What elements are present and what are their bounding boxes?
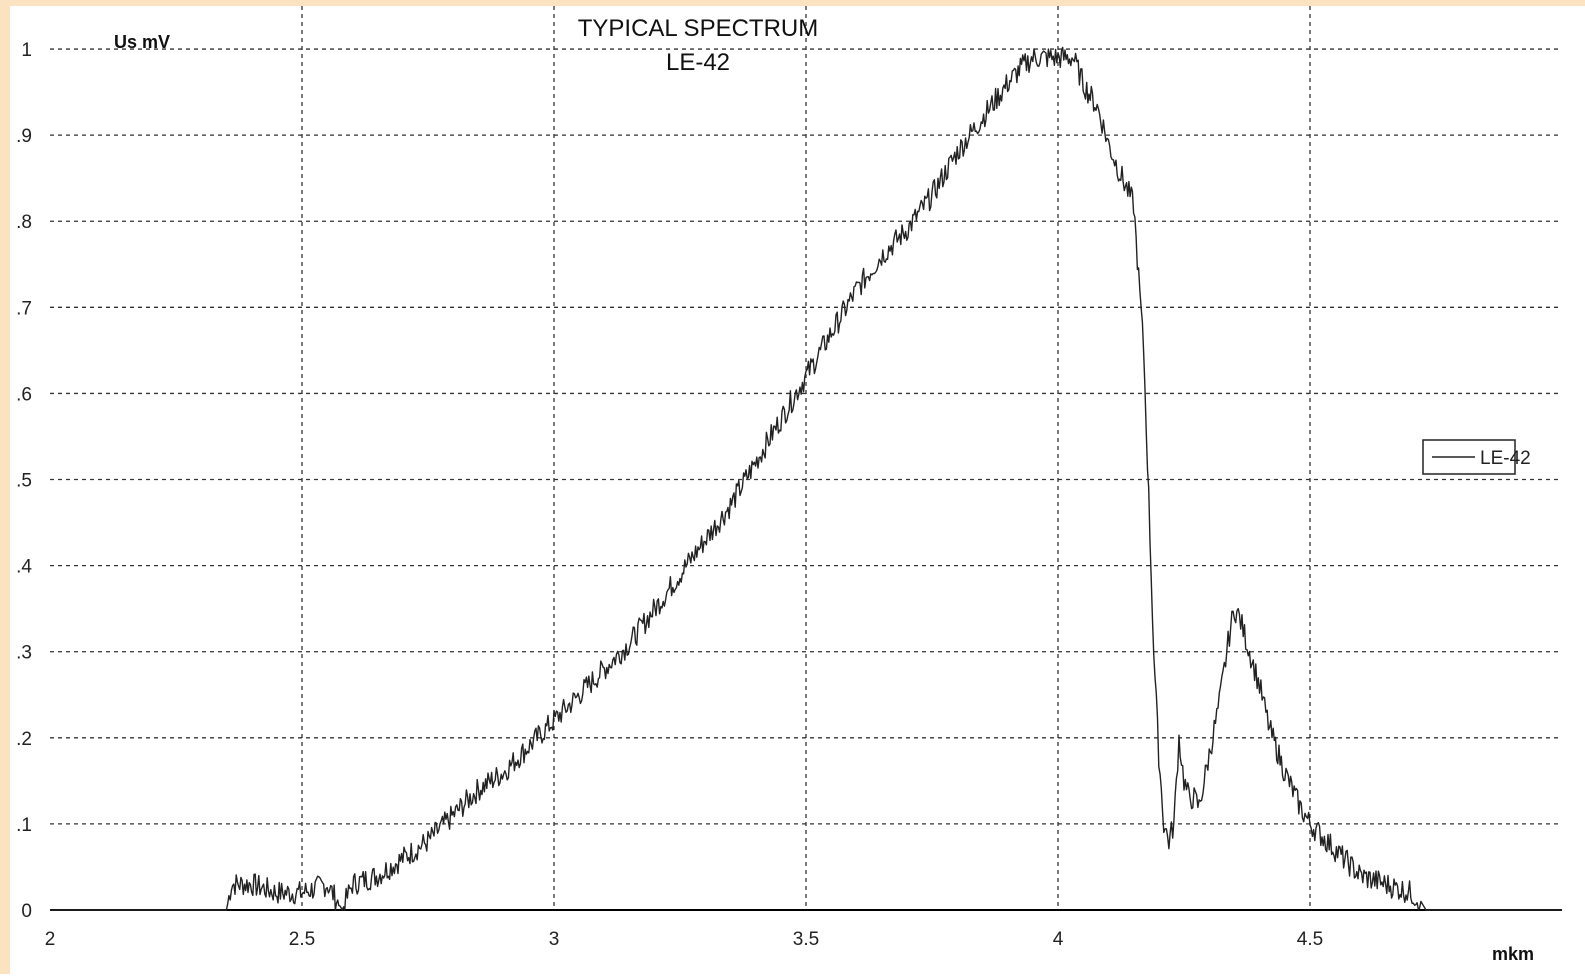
x-tick-label: 4 (1053, 929, 1064, 950)
y-tick-label: .1 (16, 815, 32, 836)
legend-label: LE-42 (1480, 448, 1531, 469)
x-axis-label: mkm (1492, 944, 1534, 964)
y-axis-label: Us mV (114, 32, 170, 52)
x-tick-label: 3.5 (793, 929, 819, 950)
y-tick-label: .2 (16, 729, 32, 750)
chart-subtitle: LE-42 (666, 49, 730, 76)
grid-lines (50, 6, 1562, 910)
chart-title: TYPICAL SPECTRUM (578, 15, 818, 42)
y-tick-label: .5 (16, 471, 32, 492)
series-layer (50, 46, 1562, 911)
y-tick-label: .3 (16, 643, 32, 664)
y-tick-label: .6 (16, 384, 32, 405)
y-tick-label: 1 (21, 40, 32, 61)
y-tick-label: .9 (16, 126, 32, 147)
spectrum-chart: 2 2.5 3 3.5 4 4.5 0 .1 .2 .3 .4 .5 .6 .7 .8 .9 1 TYPICA… (16, 6, 1562, 964)
y-tick-label: 0 (21, 901, 32, 922)
y-tick-label: .4 (16, 557, 32, 578)
legend: LE-42 (1422, 439, 1531, 475)
series-line-le-42 (50, 46, 1562, 911)
y-tick-label: .8 (16, 212, 32, 233)
x-tick-label: 4.5 (1297, 929, 1323, 950)
y-tick-label: .7 (16, 298, 32, 319)
x-tick-label: 2 (45, 929, 56, 950)
y-tick-labels: 0 .1 .2 .3 .4 .5 .6 .7 .8 .9 1 (16, 40, 32, 922)
x-tick-label: 3 (549, 929, 560, 950)
chart-paper: 2 2.5 3 3.5 4 4.5 0 .1 .2 .3 .4 .5 .6 .7 .8 .9 1 TYPICA… (10, 6, 1585, 974)
x-tick-labels: 2 2.5 3 3.5 4 4.5 (45, 929, 1324, 950)
x-tick-label: 2.5 (289, 929, 315, 950)
